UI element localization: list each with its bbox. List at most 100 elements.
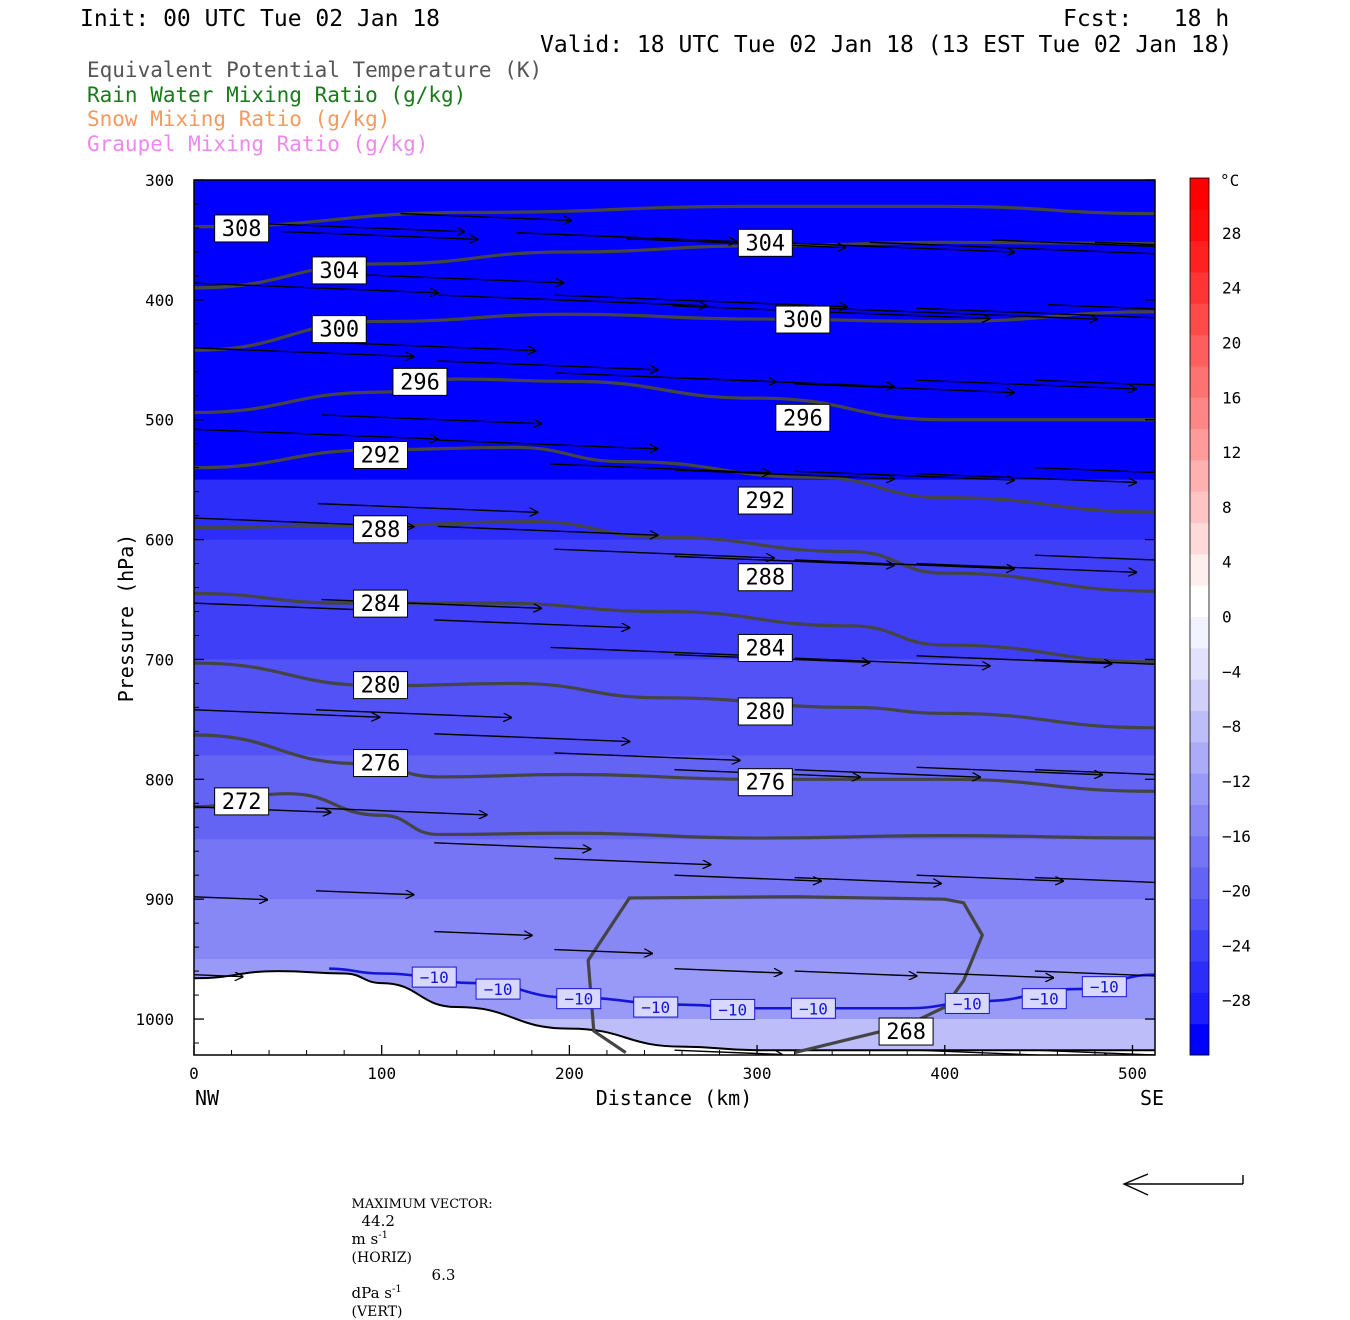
wind-arrow [625,238,846,248]
wind-arrow [916,655,1112,664]
colorbar-swatch [1190,397,1209,430]
theta-e-label: 292 [353,440,409,469]
wind-arrow [1034,554,1155,561]
theta-e-label-text: 288 [361,518,401,543]
theta-e-label-box [737,486,793,515]
wind-arrow [554,950,652,954]
wind-arrow [1034,466,1155,474]
wind-arrow [916,562,1137,573]
y-tick-label: 600 [145,531,174,550]
colorbar-tick-label: −16 [1222,827,1251,846]
theta-e-label: 280 [737,697,793,726]
y-tick-label: 800 [145,770,174,789]
colorbar-swatch [1190,992,1209,1025]
theta-e-label-box [311,315,367,344]
valid-time: Valid: 18 UTC Tue 02 Jan 18 (13 EST Tue … [540,32,1233,58]
colorbar-swatch [1190,522,1209,555]
temperature-band [194,539,1155,601]
colorbar-swatch [1190,365,1209,398]
wind-arrow [315,891,414,895]
isotherm-label: −10 [1081,976,1127,998]
colorbar-swatch [1190,679,1209,711]
theta-e-label-box [311,256,367,285]
wind-arrow [794,306,1098,319]
colorbar: 28 24 20 16 12 8 4 0 −4 −8 −12 −16 −20 −24 −28 [1189,177,1251,1056]
isotherm-label-box [1081,976,1127,998]
contour-labels: 308 304 304 300 300 296 296 292 292 288 288 284 284 2… [214,214,1127,1046]
wind-vectors [194,212,1155,1055]
colorbar-swatch [1190,428,1209,461]
colorbar-tick-label: 0 [1222,608,1232,627]
theta-e-label-text: 300 [319,318,359,343]
isotherm-label-text: −10 [564,990,593,1009]
wind-arrow [674,469,895,479]
colorbar-tick-label: 20 [1222,333,1241,352]
max-vector-label: MAXIMUM VECTOR: [351,1197,493,1212]
y-tick-label: 700 [145,650,174,669]
max-horiz-unit: m s [351,1230,379,1248]
colorbar-tick-label: −20 [1222,882,1251,901]
theta-e-label-box [737,697,793,726]
isotherm-label: −10 [411,966,457,988]
theta-e-label-text: 284 [745,636,785,661]
wind-arrow [794,559,1015,569]
colorbar-swatch [1190,1023,1209,1056]
wind-arrow [400,212,571,221]
x-end-right: SE [1140,1086,1164,1110]
theta-e-label-text: 276 [745,771,785,796]
colorbar-swatch [1190,178,1209,210]
isotherm-label-box [556,988,602,1010]
wind-arrow [794,769,980,777]
wind-arrow [770,241,1014,252]
theta-e-label-box [214,787,270,816]
wind-arrow [674,1049,782,1055]
wind-arrow [315,807,487,815]
colorbar-swatch [1190,773,1209,805]
colorbar-swatch [1190,553,1209,586]
theta-e-contour [194,204,1155,229]
theta-e-label: 280 [353,671,409,700]
wind-arrow [437,294,706,306]
wind-arrow [194,897,267,900]
isotherm-label-text: −10 [1090,978,1119,997]
wind-arrow [554,294,847,307]
theta-e-label-box [775,305,831,334]
theta-e-label: 296 [775,403,831,432]
theta-e-label: 284 [353,589,409,618]
max-horiz-tag: (HORIZ) [351,1250,412,1266]
theta-e-label-text: 292 [361,443,401,468]
isotherm-label-box [790,997,836,1019]
theta-e-label-box [353,749,409,778]
isotherm-label-text: −10 [718,1000,747,1019]
colorbar-swatch [1190,929,1209,962]
forecast-hour: Fcst: 18 h [1063,6,1230,32]
isotherm-label: −10 [633,996,679,1018]
theta-e-label-text: 284 [361,592,401,617]
isotherm-label-text: −10 [420,968,449,987]
theta-e-label-box [353,440,409,469]
isotherm-label: −10 [944,992,990,1014]
wind-arrow [329,272,563,282]
theta-e-contour [194,591,1155,664]
wind-arrow [916,1049,1112,1055]
wind-arrow [794,383,1015,393]
colorbar-swatch [1190,710,1209,743]
theta-e-label-text: 300 [783,308,823,333]
theta-e-label: 276 [353,749,409,778]
wind-arrow [916,971,1054,977]
vector-scale-arrow [1122,1173,1244,1196]
wind-arrow [434,842,590,849]
max-vert-value: 6.3 [431,1266,456,1284]
wind-arrow [282,230,477,240]
theta-e-label-text: 268 [886,1020,926,1045]
theta-e-label: 308 [214,214,270,243]
theta-e-label-box [737,768,793,797]
colorbar-swatch [1190,459,1209,492]
wind-arrow [437,525,658,535]
colorbar-swatch [1190,240,1209,273]
colorbar-swatch [1190,616,1209,649]
theta-e-contour [194,733,1155,793]
wind-arrow [550,463,771,473]
theta-e-label-box [737,633,793,662]
theta-e-label-text: 280 [361,674,401,699]
